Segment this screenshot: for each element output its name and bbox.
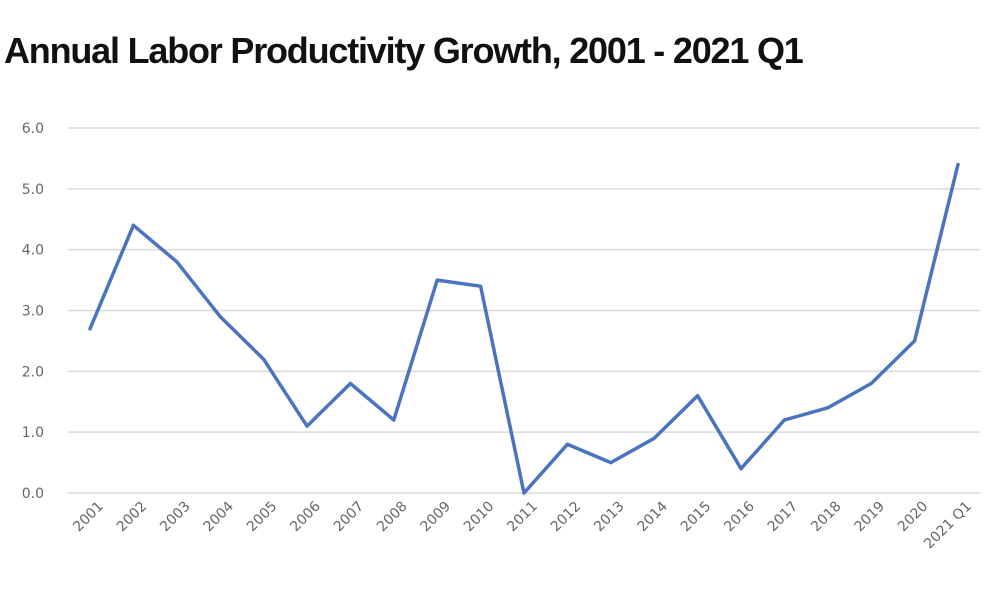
x-tick-label: 2020 <box>895 499 932 536</box>
y-tick-label: 6.0 <box>22 121 44 137</box>
x-axis-ticks: 2001 2002 2003 2004 2005 2006 2007 2008 2009 2010… <box>70 498 975 552</box>
x-tick-label: 2004 <box>201 498 238 535</box>
data-point <box>218 314 222 319</box>
data-point <box>175 260 179 264</box>
x-tick-label: 2019 <box>852 499 889 536</box>
x-tick-label: 2008 <box>374 499 411 536</box>
chart-title: Annual Labor Productivity Growth, 2001 -… <box>4 30 804 71</box>
data-point <box>435 278 439 282</box>
data-point <box>913 339 917 343</box>
data-point <box>522 491 526 495</box>
x-tick-label: 2001 <box>70 499 107 536</box>
data-point <box>565 442 570 446</box>
x-tick-label: 2016 <box>721 498 758 535</box>
x-tick-label: 2007 <box>331 499 368 536</box>
x-tick-label: 2006 <box>287 498 324 535</box>
x-tick-label: 2013 <box>591 499 628 536</box>
x-tick-label: 2012 <box>548 499 585 536</box>
series-line <box>88 162 960 495</box>
y-tick-label: 5.0 <box>22 182 44 198</box>
data-point <box>956 162 960 167</box>
data-point <box>305 424 309 428</box>
x-tick-label: 2011 <box>504 499 541 536</box>
x-tick-label: 2002 <box>114 499 151 536</box>
y-tick-label: 0.0 <box>22 486 44 502</box>
data-point <box>869 381 873 386</box>
data-point <box>782 418 787 422</box>
x-tick-label: 2009 <box>418 499 455 536</box>
y-tick-label: 1.0 <box>22 425 44 441</box>
y-tick-label: 2.0 <box>22 364 44 380</box>
y-tick-label: 3.0 <box>22 304 44 320</box>
data-point <box>479 284 483 288</box>
data-point <box>88 327 92 331</box>
x-tick-label: 2014 <box>635 498 672 535</box>
gridlines <box>68 127 980 494</box>
y-axis-ticks: 0.0 1.0 2.0 3.0 4.0 5.0 6.0 <box>22 121 44 502</box>
data-point <box>826 406 830 410</box>
series-line-group <box>88 162 960 495</box>
data-point <box>739 467 743 471</box>
data-point <box>652 436 656 440</box>
x-tick-label: 2015 <box>678 499 715 536</box>
x-tick-label: 2018 <box>808 499 845 536</box>
x-tick-label: 2017 <box>765 499 802 536</box>
data-point <box>696 394 700 398</box>
x-tick-label: 2005 <box>244 499 281 536</box>
data-point <box>348 381 352 386</box>
x-tick-label: 2010 <box>461 499 498 536</box>
data-point <box>131 223 135 227</box>
x-tick-label: 2003 <box>157 499 194 536</box>
y-tick-label: 4.0 <box>22 243 44 259</box>
data-point <box>262 357 266 361</box>
data-point <box>392 418 396 422</box>
x-tick-label: 2021 Q1 <box>921 499 975 553</box>
data-point <box>609 460 613 465</box>
